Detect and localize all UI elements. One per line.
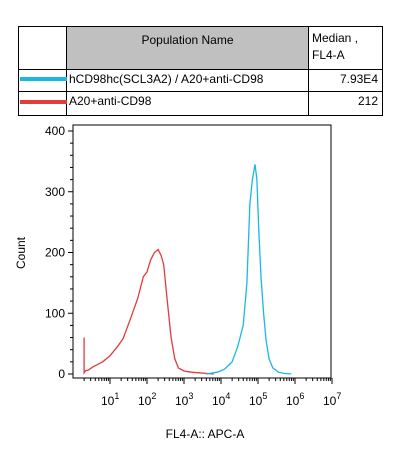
population-name: A20+anti-CD98 — [67, 91, 309, 115]
median-header: Median , FL4-A — [309, 27, 382, 69]
axes: 0 100 200 300 400 101 102 103 104 105 106 107 — [45, 124, 341, 408]
y-tick-label: 0 — [58, 367, 65, 381]
legend-swatch-cell — [19, 91, 67, 115]
y-tick-label: 300 — [45, 185, 65, 199]
population-name: hCD98hc(SCL3A2) / A20+anti-CD98 — [67, 69, 309, 91]
legend-swatch-cell — [19, 69, 67, 91]
cyan-histogram-line — [206, 164, 292, 375]
legend-table: Population Name Median , FL4-A hCD98hc(S… — [18, 26, 383, 116]
median-header-line1: Median , — [312, 31, 359, 45]
y-tick-label: 200 — [45, 246, 65, 260]
plot-frame — [72, 124, 332, 379]
y-tick-label: 400 — [45, 124, 65, 138]
x-tick-label: 106 — [286, 391, 304, 408]
median-value: 7.93E4 — [339, 72, 378, 86]
population-name-header: Population Name — [67, 27, 309, 69]
x-axis-label: FL4-A:: APC-A — [166, 427, 245, 441]
y-tick-label: 100 — [45, 306, 65, 320]
axis-labels: Count FL4-A:: APC-A — [14, 236, 244, 441]
legend-header-row: Population Name Median , FL4-A — [19, 27, 382, 70]
red-histogram-line — [83, 248, 214, 375]
y-axis-label: Count — [14, 236, 28, 269]
x-tick-label: 107 — [323, 391, 341, 408]
x-tick-label: 105 — [249, 391, 267, 408]
x-tick-label: 102 — [138, 391, 156, 408]
median-value: 212 — [357, 94, 378, 108]
legend-row: A20+anti-CD98 212 — [19, 91, 382, 115]
x-tick-label: 101 — [101, 391, 119, 408]
cyan-swatch — [20, 77, 67, 81]
legend-row: hCD98hc(SCL3A2) / A20+anti-CD98 7.93E4 — [19, 69, 382, 92]
legend-swatch-header — [19, 27, 67, 69]
median-header-line2: FL4-A — [312, 48, 345, 62]
x-tick-label: 103 — [175, 391, 193, 408]
x-tick-label: 104 — [212, 391, 230, 408]
series-layer — [83, 164, 292, 375]
red-swatch — [20, 100, 67, 104]
